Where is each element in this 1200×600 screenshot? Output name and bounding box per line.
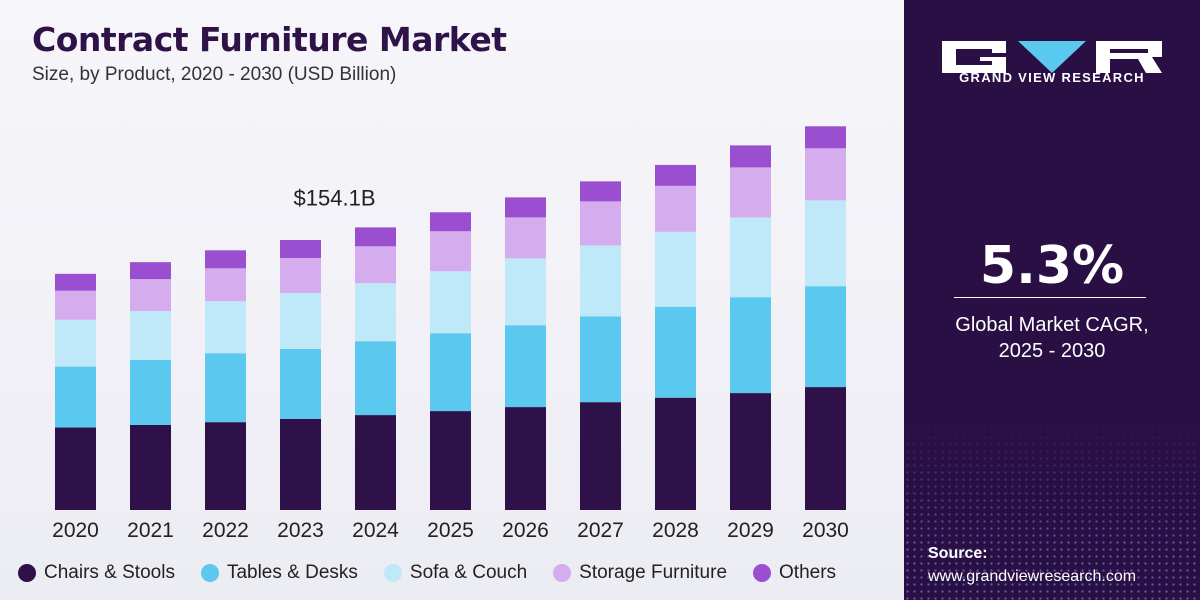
x-tick-label: 2021	[127, 519, 174, 542]
bar-segment-2023-tables-desks	[280, 348, 321, 419]
chart-legend: Chairs & Stools Tables & Desks Sofa & Couc…	[18, 562, 862, 584]
x-tick-label: 2020	[52, 519, 99, 542]
source-link[interactable]: www.grandviewresearch.com	[928, 568, 1137, 585]
cagr-label-line1: Global Market CAGR,	[955, 314, 1149, 336]
bar-segment-2022-chairs-stools	[205, 422, 246, 510]
bar-segment-2024-chairs-stools	[355, 415, 396, 510]
legend-label: Tables & Desks	[226, 562, 358, 583]
bar-segment-2029-storage-furniture	[730, 167, 771, 218]
stacked-bar-chart: 2020 2021 2022 2023 2024 $154.1B 2025 2026 2027 2…	[52, 126, 849, 542]
bar-segment-2026-chairs-stools	[505, 407, 546, 510]
source-title: Source:	[928, 545, 988, 562]
bar-segment-2027-tables-desks	[580, 316, 621, 403]
chart-subtitle: Size, by Product, 2020 - 2030 (USD Billi…	[32, 64, 397, 85]
legend-label: Others	[779, 562, 837, 583]
bar-segment-2029-chairs-stools	[730, 393, 771, 510]
legend-item: Tables & Desks	[200, 562, 358, 584]
bar-segment-2027-sofa-couch	[580, 245, 621, 317]
dot-pattern-decoration	[904, 420, 1200, 600]
bar-segment-2020-storage-furniture	[55, 290, 96, 320]
legend-item: Sofa & Couch	[383, 562, 528, 584]
bar-segment-2028-others	[655, 164, 696, 186]
bar-segment-2025-storage-furniture	[430, 231, 471, 272]
bar-segment-2027-others	[580, 181, 621, 202]
brand-name: GRAND VIEW RESEARCH	[959, 70, 1145, 85]
bar-segment-2026-tables-desks	[505, 325, 546, 408]
bar-segment-2029-others	[730, 145, 771, 168]
bar-segment-2023-chairs-stools	[280, 418, 321, 510]
bar-segment-2023-sofa-couch	[280, 292, 321, 349]
bar-segment-2028-tables-desks	[655, 306, 696, 398]
legend-item: Storage Furniture	[553, 562, 727, 584]
bar-segment-2022-tables-desks	[205, 353, 246, 423]
bar-segment-2028-storage-furniture	[655, 185, 696, 232]
legend-swatch	[383, 564, 402, 582]
x-tick-label: 2026	[502, 519, 549, 542]
cagr-label: Global Market CAGR, 2025 - 2030	[904, 312, 1200, 364]
bar-segment-2025-tables-desks	[430, 333, 471, 412]
bar-segment-2023-others	[280, 240, 321, 258]
bar-segment-2021-storage-furniture	[130, 279, 171, 312]
bar-segment-2030-chairs-stools	[805, 387, 846, 510]
bar-segment-2024-others	[355, 227, 396, 247]
x-tick-label: 2029	[727, 519, 774, 542]
x-tick-label: 2024	[352, 519, 399, 542]
legend-label: Storage Furniture	[579, 562, 728, 583]
bar-segment-2022-sofa-couch	[205, 301, 246, 354]
legend-item: Chairs & Stools	[18, 562, 175, 584]
info-sidebar: GRAND VIEW RESEARCH 5.3% Global Market C…	[904, 0, 1200, 600]
bar-segment-2024-tables-desks	[355, 341, 396, 416]
bar-segment-2025-chairs-stools	[430, 411, 471, 510]
cagr-value: 5.3%	[979, 236, 1125, 296]
legend-item: Others	[753, 562, 836, 584]
value-callout-label: $154.1B	[294, 185, 376, 210]
bar-segment-2021-sofa-couch	[130, 311, 171, 360]
legend-swatch	[553, 564, 572, 582]
bar-segment-2024-storage-furniture	[355, 246, 396, 284]
bar-segment-2026-sofa-couch	[505, 258, 546, 326]
bar-segment-2029-sofa-couch	[730, 217, 771, 298]
x-tick-label: 2023	[277, 519, 324, 542]
bar-segment-2026-storage-furniture	[505, 217, 546, 259]
bar-segment-2023-storage-furniture	[280, 258, 321, 293]
bar-segment-2020-chairs-stools	[55, 427, 96, 510]
legend-label: Sofa & Couch	[409, 562, 528, 583]
bar-segment-2028-sofa-couch	[655, 231, 696, 307]
bar-segment-2030-others	[805, 126, 846, 149]
legend-swatch	[18, 564, 36, 582]
chart-title: Contract Furniture Market	[32, 20, 507, 59]
x-tick-label: 2025	[427, 519, 474, 542]
bar-segment-2027-storage-furniture	[580, 201, 621, 246]
bar-segment-2030-tables-desks	[805, 286, 846, 388]
bar-segment-2030-storage-furniture	[805, 148, 846, 201]
x-tick-label: 2030	[802, 519, 849, 542]
bar-segment-2022-storage-furniture	[205, 268, 246, 302]
cagr-label-line2: 2025 - 2030	[998, 340, 1106, 362]
x-tick-label: 2022	[202, 519, 249, 542]
bar-segment-2020-others	[55, 273, 96, 291]
bar-segment-2021-chairs-stools	[130, 424, 171, 510]
bar-segment-2025-sofa-couch	[430, 271, 471, 334]
bar-segment-2021-tables-desks	[130, 360, 171, 425]
grand-view-research-logo	[942, 41, 1162, 73]
chart-panel: Contract Furniture Market Size, by Produ…	[0, 0, 904, 600]
bar-segment-2021-others	[130, 262, 171, 280]
bar-segment-2028-chairs-stools	[655, 397, 696, 510]
x-tick-label: 2028	[652, 519, 699, 542]
legend-label: Chairs & Stools	[44, 562, 175, 583]
bar-segment-2029-tables-desks	[730, 297, 771, 394]
bar-segment-2022-others	[205, 250, 246, 269]
bar-segment-2026-others	[505, 197, 546, 218]
legend-swatch	[753, 564, 772, 582]
bar-segment-2020-tables-desks	[55, 366, 96, 428]
cagr-divider	[954, 297, 1146, 298]
bar-segment-2027-chairs-stools	[580, 402, 621, 510]
x-tick-label: 2027	[577, 519, 624, 542]
bar-segment-2025-others	[430, 212, 471, 232]
bar-segment-2024-sofa-couch	[355, 283, 396, 342]
bar-segment-2030-sofa-couch	[805, 200, 846, 287]
bar-segment-2020-sofa-couch	[55, 319, 96, 367]
legend-swatch	[200, 564, 219, 582]
